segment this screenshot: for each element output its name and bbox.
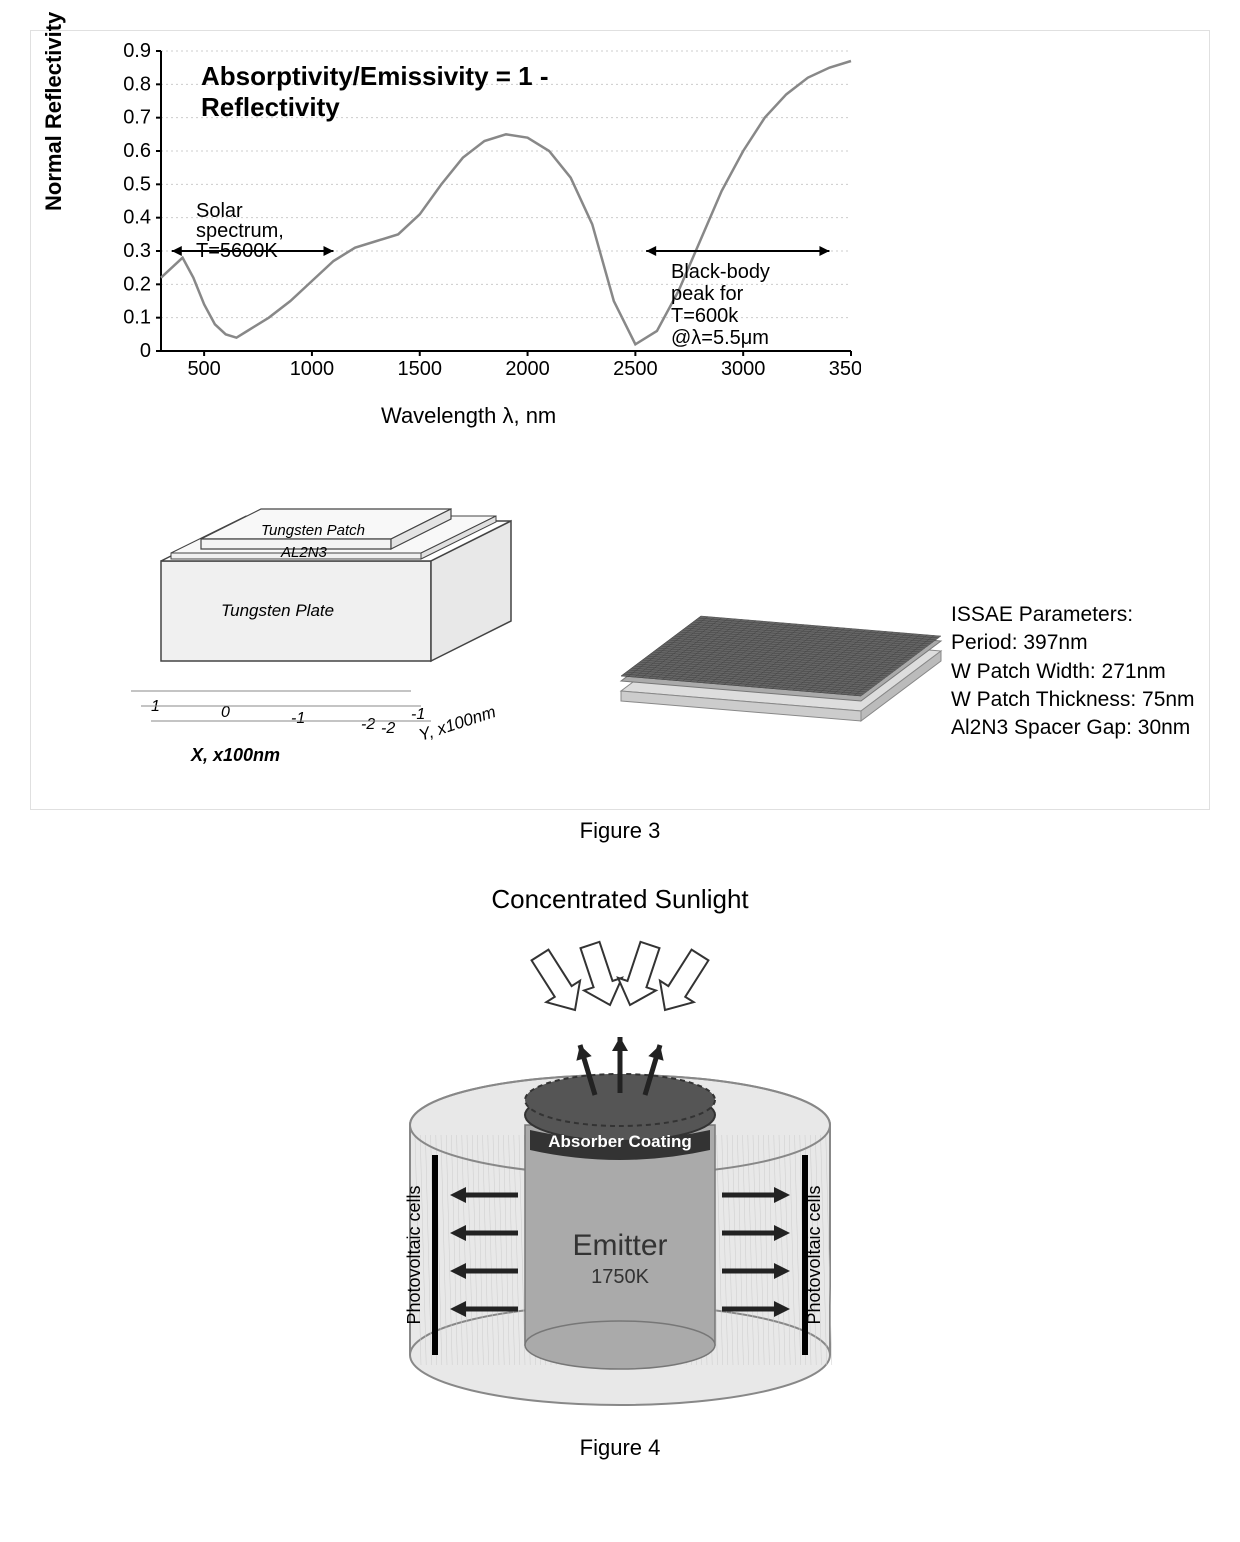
svg-text:X, x100nm: X, x100nm: [190, 745, 280, 765]
svg-text:Tungsten Patch: Tungsten Patch: [261, 522, 365, 539]
svg-text:Emitter: Emitter: [572, 1229, 667, 1262]
params-spacer-gap: Al2N3 Spacer Gap: 30nm: [951, 714, 1211, 742]
figure-4-container: Concentrated Sunlight Absorber Coating Em…: [30, 884, 1210, 1461]
svg-text:0.3: 0.3: [123, 240, 151, 262]
svg-text:3000: 3000: [721, 358, 766, 380]
svg-text:2000: 2000: [505, 358, 550, 380]
svg-text:0.6: 0.6: [123, 140, 151, 162]
svg-text:0.5: 0.5: [123, 173, 151, 195]
svg-text:Photovoltaic cells: Photovoltaic cells: [404, 1185, 424, 1324]
svg-text:1750K: 1750K: [591, 1266, 649, 1288]
block-3d-diagram: Tungsten PatchAL2N3Tungsten Plate10-1-2-…: [91, 461, 541, 771]
svg-text:-2: -2: [361, 716, 375, 733]
svg-text:0.2: 0.2: [123, 273, 151, 295]
svg-text:0.7: 0.7: [123, 107, 151, 129]
figure-3-container: Normal Reflectivity 00.10.20.30.40.50.60…: [30, 30, 1210, 810]
svg-text:-1: -1: [291, 710, 305, 727]
issae-parameters: ISSAE Parameters: Period: 397nm W Patch …: [951, 601, 1211, 743]
figure-4-caption: Figure 4: [30, 1435, 1210, 1461]
svg-text:Tungsten Plate: Tungsten Plate: [221, 601, 334, 620]
chart-xlabel: Wavelength λ, nm: [381, 403, 556, 429]
chart-ylabel: Normal Reflectivity: [41, 12, 67, 211]
figure-4-title: Concentrated Sunlight: [30, 884, 1210, 915]
svg-text:Absorber Coating: Absorber Coating: [548, 1132, 692, 1151]
chart-title-line1: Absorptivity/Emissivity = 1 -: [201, 61, 549, 91]
figure-4-diagram: Absorber Coating Emitter 1750K Photovoltaic…: [320, 925, 920, 1425]
diagram-row: Tungsten PatchAL2N3Tungsten Plate10-1-2-…: [51, 451, 1191, 791]
svg-text:AL2N3: AL2N3: [280, 544, 328, 561]
svg-text:1500: 1500: [398, 358, 443, 380]
svg-text:0: 0: [140, 340, 151, 362]
svg-text:0.4: 0.4: [123, 207, 151, 229]
chart-title-line2: Reflectivity: [201, 92, 340, 122]
figure-3-caption: Figure 3: [30, 818, 1210, 844]
params-patch-thickness: W Patch Thickness: 75nm: [951, 686, 1211, 714]
svg-text:Photovoltaic cells: Photovoltaic cells: [804, 1185, 824, 1324]
params-patch-width: W Patch Width: 271nm: [951, 658, 1211, 686]
annotation-blackbody: Black-body peak for T=600k @λ=5.5μm: [671, 261, 770, 349]
array-3d-diagram: [581, 511, 961, 731]
annotation-solar-spectrum: Solar spectrum, T=5600K: [196, 201, 284, 261]
params-title: ISSAE Parameters:: [951, 601, 1211, 629]
svg-text:-1: -1: [411, 706, 425, 723]
svg-text:3500: 3500: [829, 358, 861, 380]
svg-text:0.1: 0.1: [123, 307, 151, 329]
svg-text:Y, x100nm: Y, x100nm: [416, 702, 498, 745]
svg-text:-2: -2: [381, 720, 395, 737]
svg-text:0.8: 0.8: [123, 73, 151, 95]
svg-text:2500: 2500: [613, 358, 658, 380]
svg-text:0: 0: [221, 704, 230, 721]
svg-text:1000: 1000: [290, 358, 335, 380]
svg-text:500: 500: [187, 358, 220, 380]
chart-title: Absorptivity/Emissivity = 1 - Reflectivi…: [201, 61, 549, 123]
svg-text:0.9: 0.9: [123, 41, 151, 62]
params-period: Period: 397nm: [951, 629, 1211, 657]
